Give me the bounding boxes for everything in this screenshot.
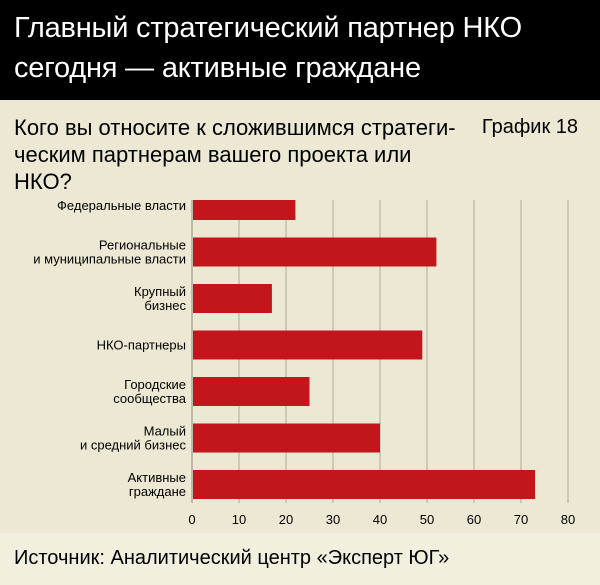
- category-label: Активные граждане: [128, 470, 186, 499]
- bar: [193, 237, 437, 267]
- chart-question: Кого вы относите к сложившимся стратеги-…: [14, 115, 456, 194]
- category-label: Городские сообщества: [113, 377, 187, 406]
- x-tick-label: 80: [561, 512, 575, 527]
- x-tick-labels: 0 10 20 30 40 50 60 70 80: [188, 512, 575, 527]
- bar: [193, 377, 310, 406]
- x-tick-label: 10: [232, 512, 246, 527]
- category-label: Крупный бизнес: [134, 284, 186, 313]
- bar-chart: Федеральные власти Региональные и муниципа…: [33, 200, 575, 527]
- bar: [193, 200, 296, 220]
- header: Главный стратегический партнер НКО сегод…: [0, 0, 600, 100]
- category-label: Региональные и муниципальные власти: [33, 238, 186, 267]
- chart-panel: Кого вы относите к сложившимся стратеги-…: [0, 100, 600, 533]
- bar: [193, 470, 536, 499]
- page-title: Главный стратегический партнер НКО сегод…: [14, 12, 522, 84]
- x-tick-label: 60: [467, 512, 481, 527]
- bar: [193, 284, 272, 313]
- bars: [193, 200, 536, 499]
- x-tick-label: 50: [420, 512, 434, 527]
- source-note: Источник: Аналитический центр «Эксперт Ю…: [14, 547, 450, 569]
- x-tick-label: 30: [326, 512, 340, 527]
- x-tick-label: 0: [188, 512, 195, 527]
- bar: [193, 330, 423, 360]
- chart-number: График 18: [481, 116, 578, 138]
- x-tick-label: 70: [514, 512, 528, 527]
- x-tick-label: 20: [279, 512, 293, 527]
- bar: [193, 423, 380, 453]
- category-label: НКО-партнеры: [97, 338, 186, 353]
- category-label: Малый и средний бизнес: [80, 424, 187, 453]
- category-label: Федеральные власти: [57, 200, 186, 213]
- footer: Источник: Аналитический центр «Эксперт Ю…: [0, 533, 600, 585]
- x-tick-label: 40: [373, 512, 387, 527]
- category-labels: Федеральные власти Региональные и муниципа…: [33, 200, 187, 499]
